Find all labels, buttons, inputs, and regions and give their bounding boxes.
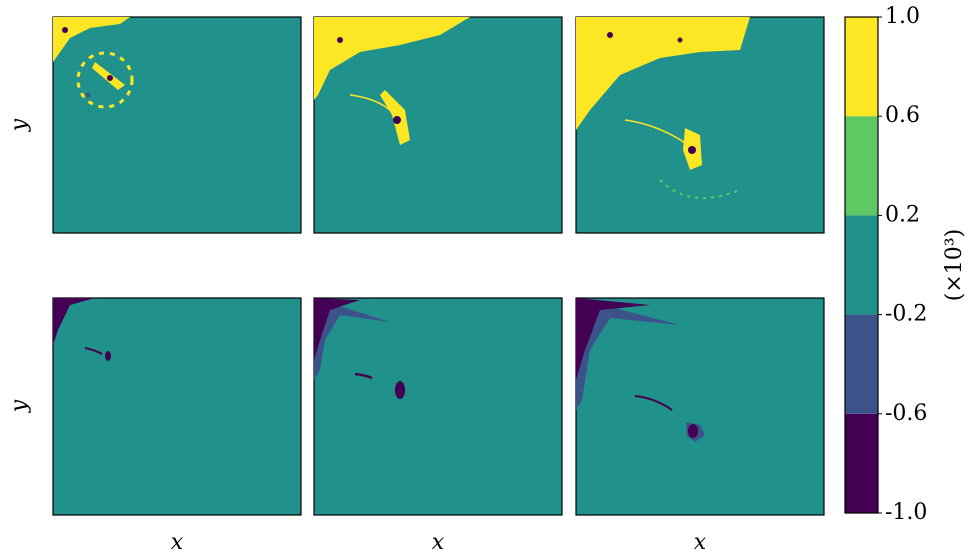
panel [52, 16, 302, 234]
field-region [607, 32, 613, 38]
field-region [354, 372, 373, 380]
field-region [688, 146, 696, 154]
colorbar-frame [844, 16, 879, 514]
colorbar-band [845, 413, 878, 513]
colorbar-label: (×10³) [942, 229, 967, 301]
colorbar-band [845, 314, 878, 414]
field-region [634, 395, 673, 411]
field-region [84, 347, 103, 355]
field-region [688, 424, 698, 438]
colorbar-tick-label: 1.0 [885, 4, 920, 29]
field-region [395, 381, 405, 399]
field-region [659, 179, 741, 199]
field-region [53, 298, 95, 345]
field-region [314, 298, 390, 380]
field-region [393, 116, 401, 124]
field-region [576, 298, 650, 380]
field-region [76, 51, 134, 109]
colorbar-tick-label: -0.2 [885, 302, 927, 327]
field-region [62, 27, 68, 33]
x-axis-label: x [171, 530, 184, 555]
colorbar-tick-label: -0.6 [885, 401, 927, 426]
colorbar-band [845, 215, 878, 315]
field-region [576, 298, 680, 410]
x-axis-label: x [694, 530, 707, 555]
colorbar-band [845, 116, 878, 216]
colorbar-tick-label: -1.0 [885, 500, 927, 525]
field-region [85, 92, 91, 98]
field-region [53, 17, 130, 62]
x-axis-label: x [432, 530, 445, 555]
field-region [624, 119, 689, 146]
colorbar-tick-label: 0.2 [885, 202, 920, 227]
field-region [314, 298, 360, 360]
field-region [314, 17, 470, 100]
colorbar-tick-label: 0.6 [885, 103, 920, 128]
field-region [576, 17, 750, 130]
panel [313, 297, 563, 516]
field-region [107, 75, 113, 81]
panel [52, 297, 302, 516]
field-region [337, 37, 343, 43]
y-axis-label: y [7, 399, 32, 413]
colorbar-band [845, 17, 878, 117]
field-region [349, 94, 391, 111]
field-region [105, 351, 111, 361]
y-axis-label: y [7, 118, 32, 132]
panel [575, 297, 825, 516]
panels [52, 16, 825, 516]
field-region [677, 37, 683, 43]
